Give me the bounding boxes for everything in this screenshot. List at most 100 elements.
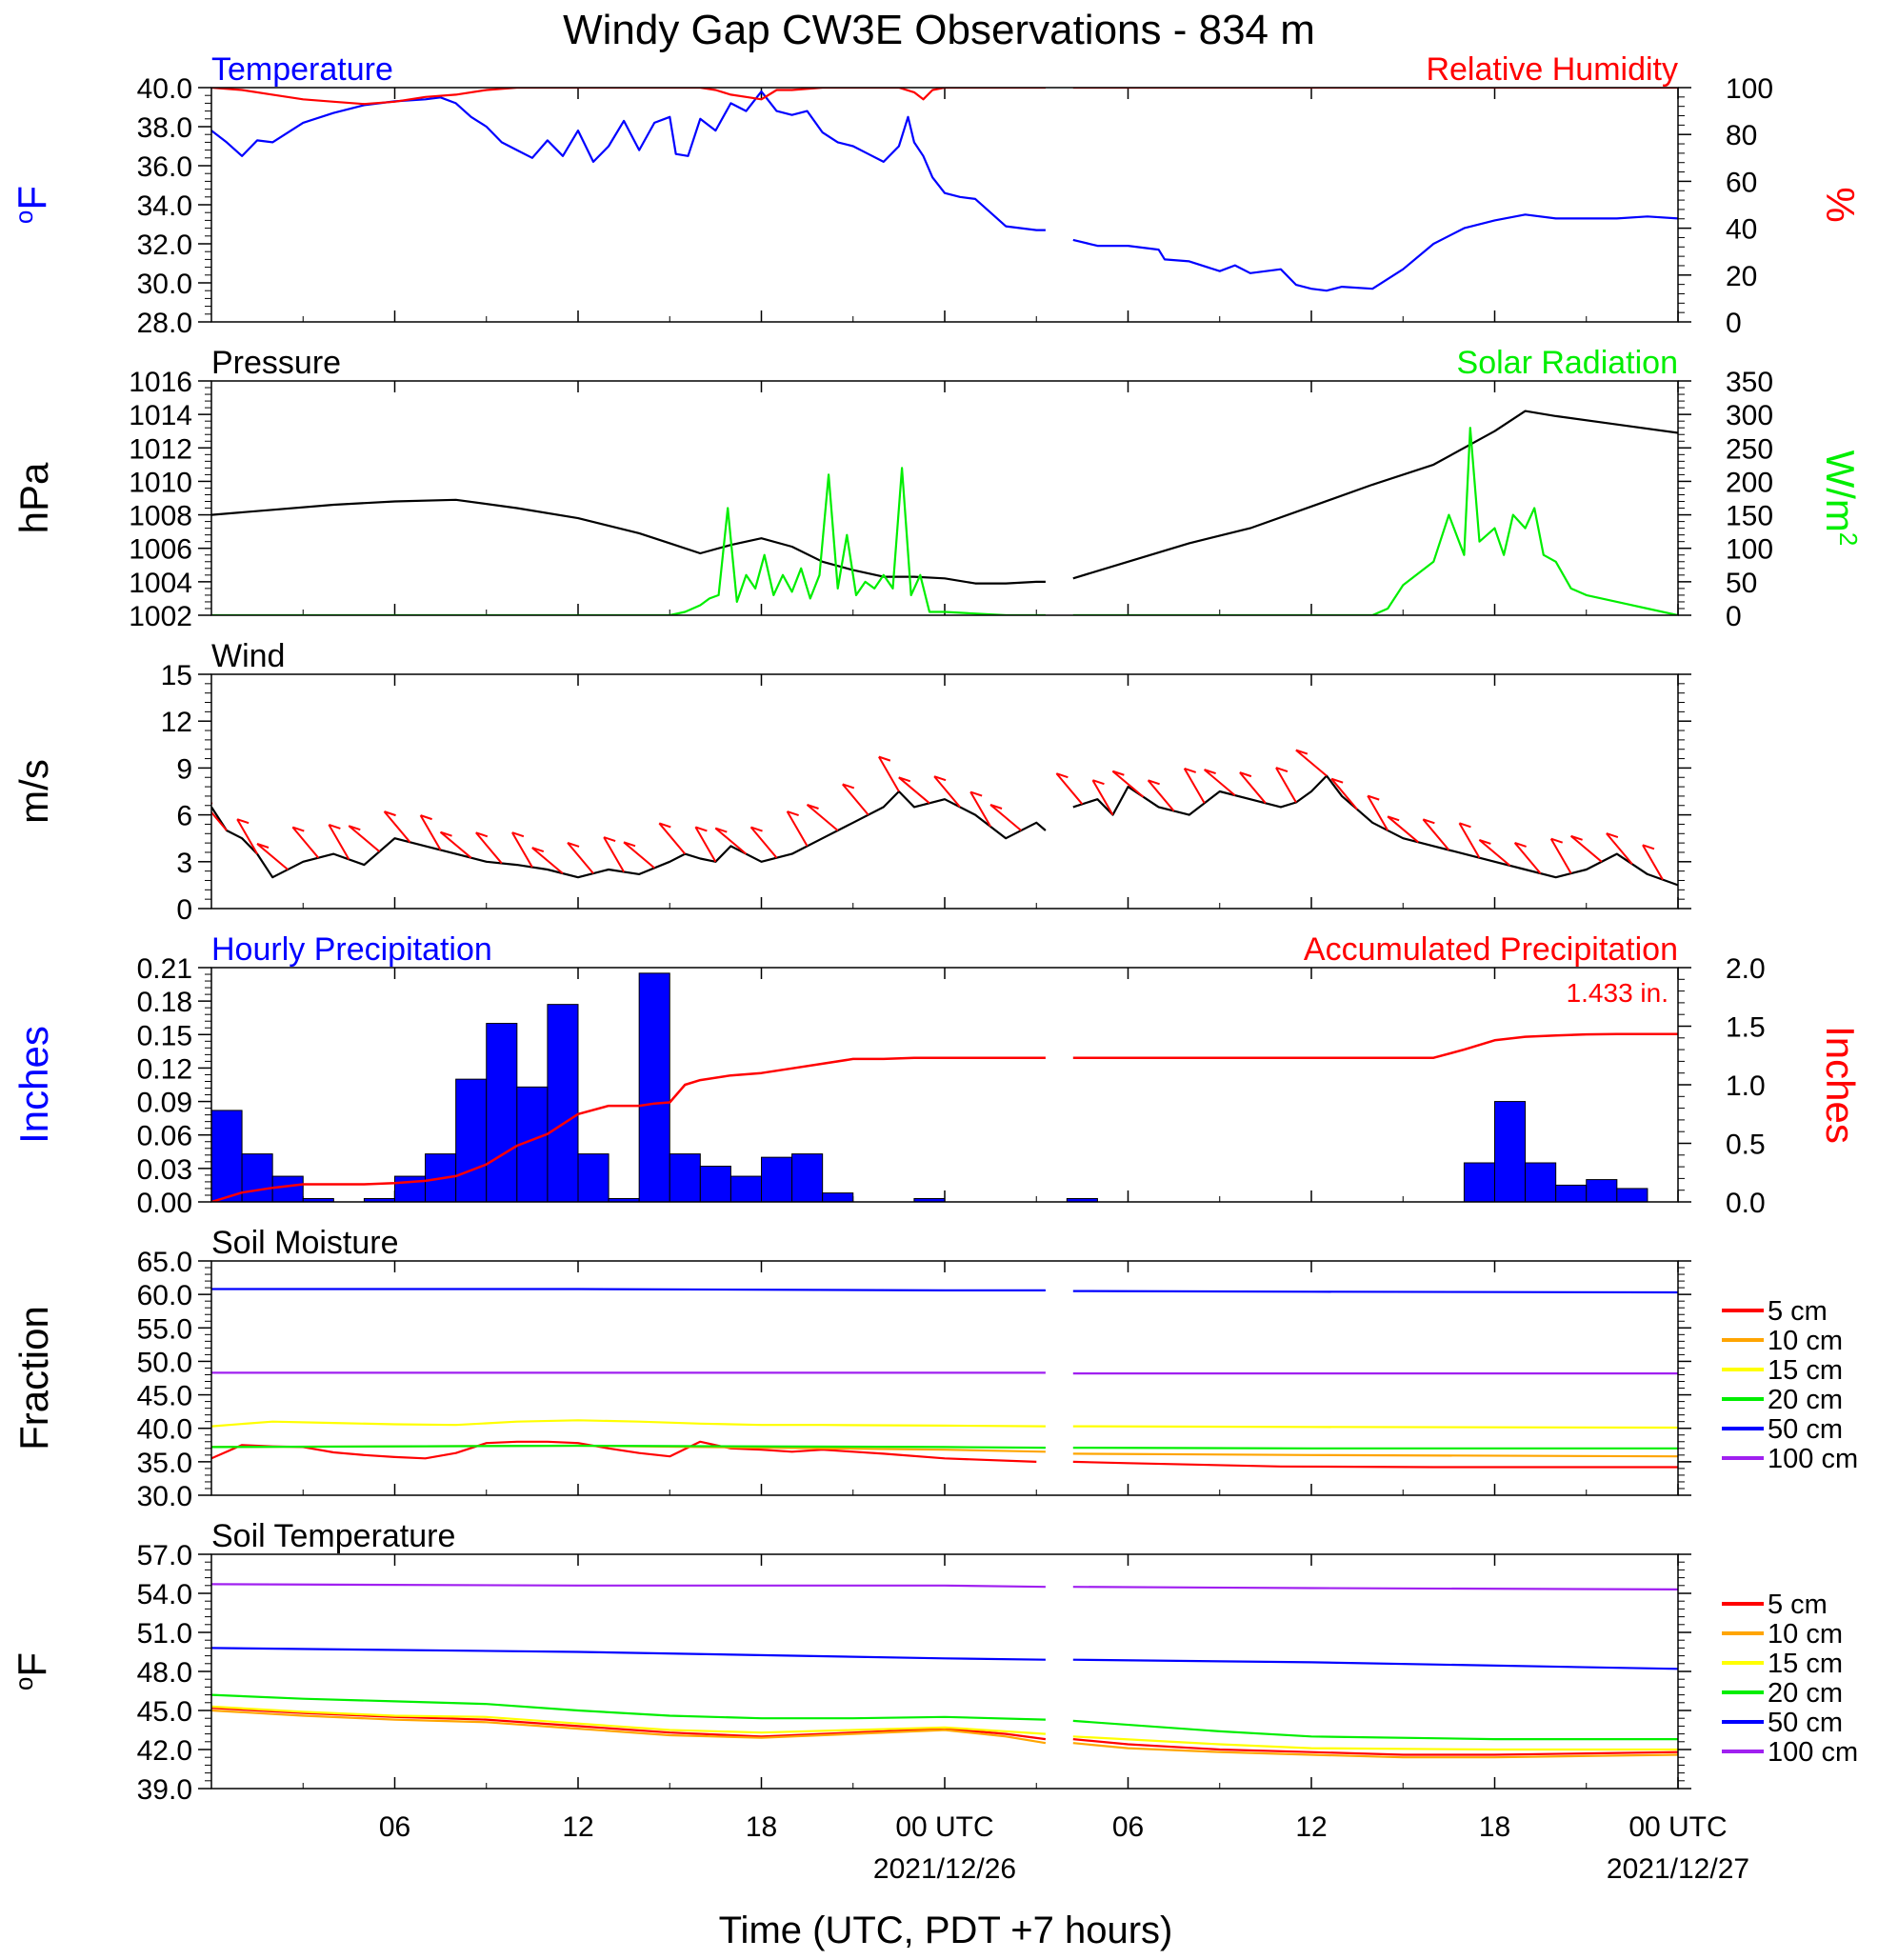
y-tick-label-left: 1012 — [129, 433, 192, 465]
wind-barb — [694, 826, 717, 863]
wind-barb — [623, 841, 655, 870]
y-tick-label-left: 0.21 — [137, 953, 192, 985]
y-tick-label-left: 40.0 — [137, 73, 192, 105]
precip-bar — [1463, 1162, 1495, 1202]
y-tick-label-left: 1004 — [129, 568, 192, 599]
wind-barb — [1111, 770, 1145, 798]
wind-barb-flag — [1330, 777, 1344, 784]
wind-barb — [714, 827, 748, 855]
wind-barb — [1367, 795, 1389, 831]
precip-bar — [913, 1197, 946, 1202]
panel-precip: Hourly Precipitation Accumulated Precipit… — [11, 931, 1863, 1219]
wind-barb-flag — [658, 822, 671, 829]
wind-barb-flag — [1092, 779, 1105, 786]
wind-barb — [511, 831, 533, 869]
wind-barb — [256, 843, 289, 870]
panel-soilt: Soil Temperature 39.0 42.0 45.0 48.0 51.0 54.0… — [10, 1518, 1858, 1806]
y-tick-label-left: 0.09 — [137, 1088, 192, 1119]
wind-barb — [236, 818, 258, 855]
legend-label: 20 cm — [1768, 1385, 1843, 1415]
series-line — [211, 1709, 1678, 1759]
wind-barb-flag — [1184, 767, 1197, 773]
y-tick-label-left: 0 — [176, 894, 192, 926]
wind-barb — [749, 826, 778, 859]
x-tick-label: 06 — [1112, 1811, 1144, 1843]
series-line — [211, 90, 1678, 292]
wind-barb — [1295, 749, 1328, 777]
wind-barb-flag — [807, 804, 819, 810]
y-axis-label-right: Inches — [1818, 1026, 1863, 1144]
wind-barb — [933, 775, 961, 809]
y-tick-label-right: 300 — [1726, 400, 1773, 431]
y-axis-label-main: W/m — [1818, 450, 1863, 532]
y-tick-label-right: 200 — [1726, 467, 1773, 498]
wind-barb-flag — [1479, 838, 1491, 845]
wind-barb-flag — [567, 841, 580, 848]
y-tick-label-left: 1016 — [129, 367, 192, 398]
y-tick-label-left: 0.12 — [137, 1053, 192, 1085]
y-tick-label-left: 1014 — [129, 400, 192, 431]
y-tick-label-right: 2.0 — [1726, 953, 1766, 985]
precip-bar — [1066, 1197, 1098, 1202]
panels: Temperature Relative Humidity28.030.032.0… — [10, 51, 1863, 1806]
x-tick-label: 12 — [562, 1811, 593, 1843]
plot-area — [211, 972, 1678, 1202]
wind-barb — [1478, 839, 1511, 867]
y-tick-label-left: 55.0 — [137, 1313, 192, 1345]
y-tick-label-left: 15 — [161, 660, 192, 691]
wind-barb — [842, 783, 869, 816]
wind-barb-flag — [1423, 818, 1435, 825]
x-axis-label: Time (UTC, PDT +7 hours) — [719, 1910, 1173, 1951]
wind-barb — [878, 756, 900, 792]
panel-title-left: Hourly Precipitation — [211, 931, 492, 968]
wind-barb-flag — [969, 790, 983, 797]
series-line — [211, 1032, 1678, 1202]
y-tick-label-right: 0.0 — [1726, 1188, 1766, 1219]
y-tick-label-left: 3 — [176, 848, 192, 879]
series-line — [211, 1371, 1678, 1375]
y-axis-label-left: oF — [10, 186, 54, 224]
accumulated-total: 1.433 in. — [1567, 978, 1668, 1008]
y-tick-label-left: 45.0 — [137, 1696, 192, 1728]
y-tick-label-right: 150 — [1726, 501, 1773, 532]
series-line — [211, 1288, 1678, 1294]
panel-frame — [210, 380, 1679, 616]
y-axis-label-left: m/s — [11, 759, 56, 824]
wind-barb — [1055, 772, 1084, 805]
precip-bar — [1555, 1184, 1588, 1202]
wind-barb-flag — [750, 826, 763, 832]
y-tick-label-left: 12 — [161, 707, 192, 738]
wind-barb-flag — [211, 802, 213, 805]
panel-frame — [210, 1260, 1679, 1496]
wind-barb — [989, 804, 1022, 831]
y-tick-label-left: 40.0 — [137, 1414, 192, 1446]
wind-barb — [898, 776, 930, 805]
y-tick-label-right: 1.0 — [1726, 1070, 1766, 1102]
panel-title-left: Soil Temperature — [211, 1518, 455, 1554]
panel-soilm: Soil Moisture 30.035.040.045.050.055.060.… — [11, 1225, 1858, 1512]
wind-barb — [475, 831, 503, 865]
wind-barb-flag — [1387, 815, 1400, 822]
y-tick-label-left: 34.0 — [137, 190, 192, 222]
panel-title-left: Soil Moisture — [211, 1225, 399, 1261]
wind-barb-flag — [531, 847, 545, 853]
wind-barb — [1513, 842, 1542, 874]
series-line — [211, 1440, 1678, 1469]
precip-bar — [271, 1175, 304, 1202]
panel-title-right: Solar Radiation — [1457, 345, 1678, 381]
wind-barb — [1606, 832, 1633, 865]
y-tick-label-right: 250 — [1726, 433, 1773, 465]
precip-bar — [699, 1166, 731, 1202]
y-tick-label-right: 80 — [1726, 120, 1757, 151]
wind-barb — [1642, 844, 1664, 881]
wind-barb — [348, 825, 381, 852]
wind-barb — [603, 836, 625, 872]
precip-bar — [822, 1192, 854, 1202]
plot-area — [211, 1288, 1678, 1469]
precip-bar — [1525, 1162, 1557, 1202]
legend-label: 15 cm — [1768, 1355, 1843, 1386]
y-axis-label-right: W/m2 — [1818, 450, 1863, 547]
precip-bar — [241, 1153, 273, 1202]
wind-barb-flag — [1642, 844, 1655, 850]
